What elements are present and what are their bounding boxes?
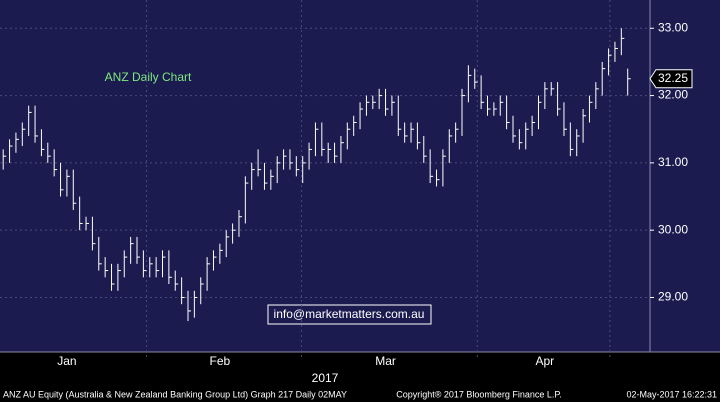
x-tick-label: Apr <box>536 354 555 368</box>
footer-left: ANZ AU Equity (Australia & New Zealand B… <box>3 389 347 399</box>
plot-background <box>0 0 720 352</box>
footer-center: Copyright® 2017 Bloomberg Finance L.P. <box>396 389 562 399</box>
x-axis-label: 2017 <box>312 371 339 385</box>
last-price-tag <box>649 69 693 89</box>
annotation-box <box>267 304 432 325</box>
y-tick-label: 29.00 <box>658 290 688 304</box>
axis-strip <box>0 352 720 402</box>
last-price-label: 32.25 <box>658 71 688 85</box>
x-tick-label: Mar <box>375 354 396 368</box>
chart-title: ANZ Daily Chart <box>105 70 192 84</box>
y-tick-label: 31.00 <box>658 155 688 169</box>
y-tick-label: 33.00 <box>658 20 688 34</box>
annotation: info@marketmatters.com.au <box>274 307 425 321</box>
x-tick-label: Feb <box>210 354 231 368</box>
footer-right: 02-May-2017 16:22:31 <box>626 389 717 399</box>
y-tick-label: 32.00 <box>658 88 688 102</box>
x-tick-label: Jan <box>57 354 76 368</box>
y-tick-label: 30.00 <box>658 222 688 236</box>
